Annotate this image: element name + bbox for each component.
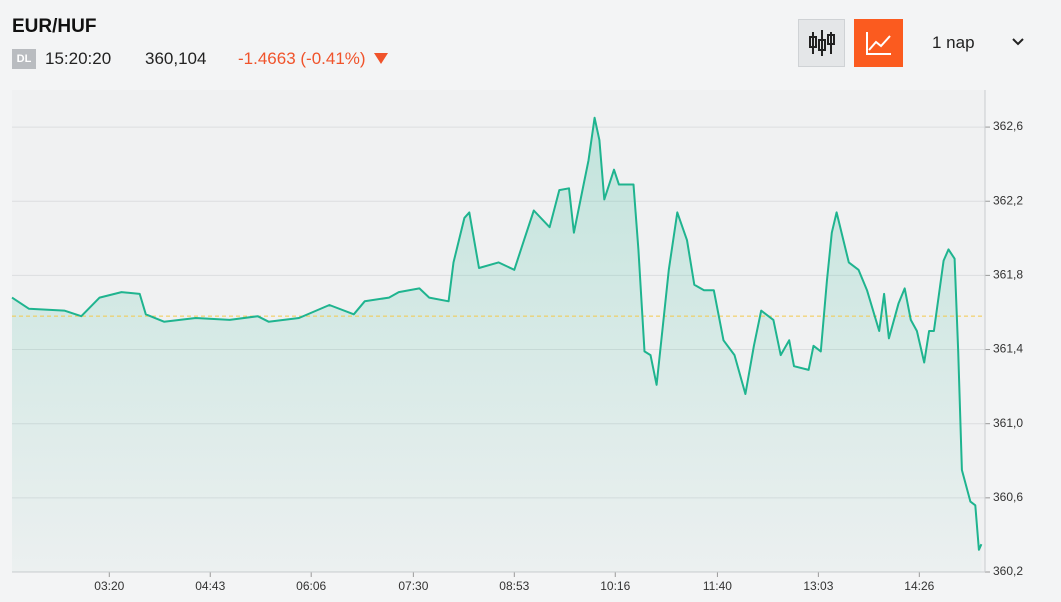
symbol: EUR/HUF xyxy=(12,16,97,37)
line-icon xyxy=(866,32,891,55)
line-button[interactable] xyxy=(854,19,903,67)
dropdown-chevron[interactable] xyxy=(1011,37,1025,47)
time: 15:20:20 xyxy=(45,49,112,68)
y-tick-label: 360,6 xyxy=(993,490,1023,504)
y-tick-label: 361,4 xyxy=(993,342,1023,356)
x-tick-label: 10:16 xyxy=(600,579,630,593)
y-tick-label: 361,0 xyxy=(993,416,1023,430)
x-tick-label: 11:40 xyxy=(703,579,732,593)
x-tick-label: 04:43 xyxy=(195,579,225,593)
period[interactable]: 1 nap xyxy=(932,33,975,52)
down-arrow xyxy=(374,53,388,64)
x-tick-label: 08:53 xyxy=(499,579,529,593)
y-tick-label: 360,2 xyxy=(993,564,1023,578)
price-line xyxy=(11,116,983,551)
change: -1.4663 (-0.41%) xyxy=(238,49,366,68)
x-tick-label: 14:26 xyxy=(904,579,934,593)
y-tick-label: 362,6 xyxy=(993,119,1023,133)
x-tick-label: 06:06 xyxy=(296,579,326,593)
y-tick-label: 362,2 xyxy=(993,193,1023,207)
x-tick-label: 13:03 xyxy=(803,579,833,593)
x-tick-label: 03:20 xyxy=(94,579,124,593)
price: 360,104 xyxy=(145,49,207,68)
y-tick-label: 361,8 xyxy=(993,268,1023,282)
x-tick-label: 07:30 xyxy=(398,579,428,593)
area xyxy=(12,117,982,573)
candle-icon xyxy=(809,30,835,56)
candle-button[interactable] xyxy=(798,19,845,67)
badge: DL xyxy=(12,49,36,69)
